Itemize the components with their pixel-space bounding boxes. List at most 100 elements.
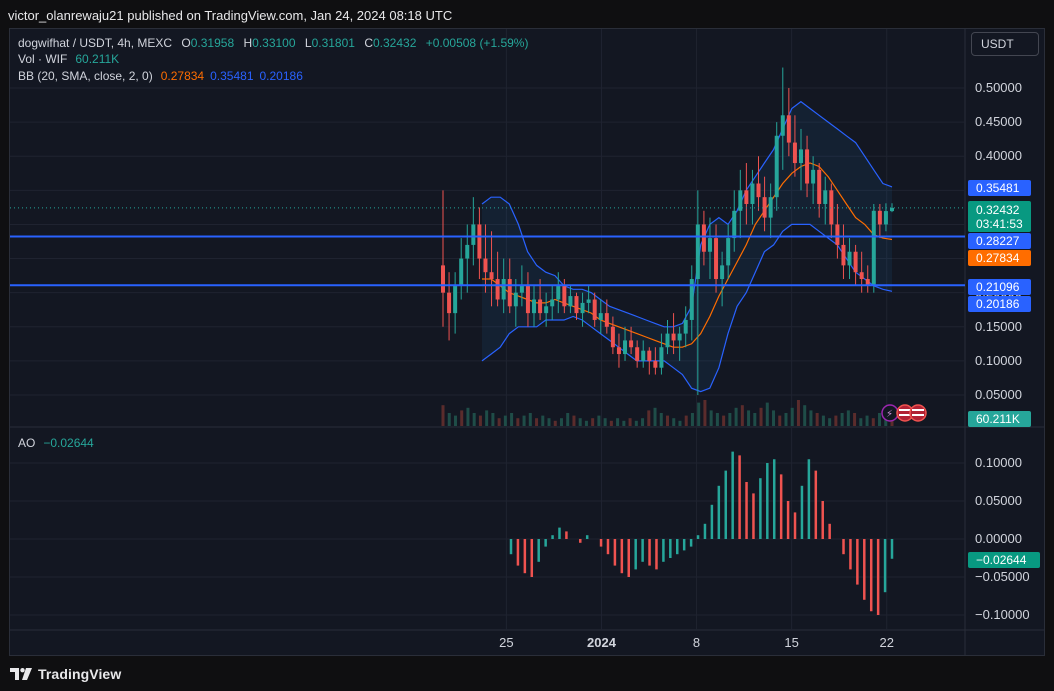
candle-body: [883, 211, 888, 225]
time-tick-label: 15: [784, 635, 798, 650]
candle-body: [483, 258, 488, 273]
candle-body: [447, 292, 452, 314]
ao-tick-label: −0.10000: [975, 607, 1030, 622]
volume-bar: [684, 415, 688, 426]
currency-button[interactable]: USDT: [971, 32, 1039, 56]
candle-body: [550, 299, 555, 307]
time-tick-label: 8: [693, 635, 700, 650]
volume-bar: [697, 402, 701, 426]
volume-bar: [796, 400, 800, 426]
candle-body: [798, 149, 803, 164]
volume-bar: [865, 415, 869, 426]
svg-text:0.32432: 0.32432: [976, 203, 1020, 217]
volume-bar: [641, 418, 645, 426]
candle-body: [859, 272, 864, 280]
candle-body: [853, 251, 858, 273]
candle-body: [568, 296, 573, 307]
bollinger-bands: [481, 100, 893, 393]
badge-last-price: 0.32432 03:41:53: [968, 201, 1031, 232]
candle-body: [805, 149, 810, 184]
volume-bar: [784, 413, 788, 426]
volume-bar: [472, 413, 476, 426]
candle-body: [792, 142, 797, 164]
volume-bar: [647, 410, 651, 426]
badge-bb-upper: 0.35481: [968, 180, 1031, 196]
candle-body: [610, 326, 615, 348]
volume-bar: [734, 407, 738, 426]
candle-body: [635, 347, 640, 361]
svg-text:⚡: ⚡: [886, 409, 893, 420]
candle-body: [677, 333, 682, 341]
badge-ao: −0.02644: [968, 552, 1040, 568]
ao-tick-label: 0.10000: [975, 455, 1022, 470]
volume-bar: [553, 420, 557, 426]
volume-bar: [828, 418, 832, 426]
bb-upper-line: [481, 100, 893, 328]
candle-body: [495, 279, 500, 300]
svg-text:0.35481: 0.35481: [976, 181, 1020, 195]
ao-tick-label: 0.05000: [975, 493, 1022, 508]
event-icons[interactable]: ⚡: [881, 404, 927, 422]
volume-bar: [765, 402, 769, 426]
legend-line-1: dogwifhat / USDT, 4h, MEXC O0.31958 H0.3…: [18, 36, 528, 50]
volume-bar: [747, 410, 751, 426]
volume-bar: [460, 410, 464, 426]
volume-bar: [878, 413, 882, 426]
volume-bar: [597, 415, 601, 426]
candle-body: [659, 347, 664, 368]
candle-body: [865, 279, 870, 286]
badge-hline-1: 0.28227: [968, 233, 1031, 249]
candle-body: [780, 115, 785, 136]
svg-text:−0.02644: −0.02644: [976, 553, 1027, 567]
volume-bar: [566, 413, 570, 426]
candle-body: [738, 190, 743, 211]
tradingview-logo[interactable]: TradingView: [10, 666, 121, 682]
legend-bb: BB (20, SMA, close, 2, 0) 0.27834 0.35481 0…: [18, 69, 303, 83]
badge-hline-2: 0.21096: [968, 279, 1031, 295]
candle-body: [707, 238, 712, 252]
time-tick-label: 2024: [587, 635, 617, 650]
us-flag-icon-2[interactable]: [909, 404, 927, 422]
candle-body: [829, 190, 834, 225]
candle-body: [701, 224, 706, 252]
candle-body: [507, 279, 512, 307]
candle-body: [544, 306, 549, 314]
volume-bar: [516, 418, 520, 426]
volume-bar: [790, 407, 794, 426]
candle-body: [604, 313, 609, 327]
volume-bar: [803, 405, 807, 426]
price-tick-label: 0.45000: [975, 114, 1022, 129]
candle-body: [574, 296, 579, 314]
svg-text:60.211K: 60.211K: [976, 412, 1020, 426]
candle-body: [580, 302, 585, 314]
candle-body: [459, 258, 464, 286]
candle-body: [671, 333, 676, 341]
candle-body: [695, 224, 700, 280]
volume-bar: [485, 410, 489, 426]
legend-symbol: dogwifhat / USDT, 4h, MEXC: [18, 36, 172, 50]
volume-bar: [453, 415, 457, 426]
ao-tick-label: −0.05000: [975, 569, 1030, 584]
volume-bar: [528, 413, 532, 426]
volume-bar: [672, 418, 676, 426]
ao-histogram: [509, 451, 894, 615]
candle-body: [756, 183, 761, 198]
candle-body: [823, 190, 828, 204]
horizontal-lines[interactable]: [10, 207, 965, 287]
volume-bar: [678, 420, 682, 426]
candle-body: [629, 340, 634, 348]
volume-bar: [740, 405, 744, 426]
volume-bar: [591, 418, 595, 426]
candle-body: [647, 350, 652, 361]
volume-bar: [871, 418, 875, 426]
candle-body: [477, 224, 482, 259]
candle-body: [525, 285, 530, 314]
candle-body: [556, 285, 561, 300]
legend-ao: AO −0.02644: [18, 436, 94, 450]
volume-bar: [666, 415, 669, 426]
volume-bar: [578, 418, 582, 426]
volume-bar: [547, 418, 551, 426]
candle-body: [598, 313, 603, 320]
volume-bar: [559, 418, 563, 426]
